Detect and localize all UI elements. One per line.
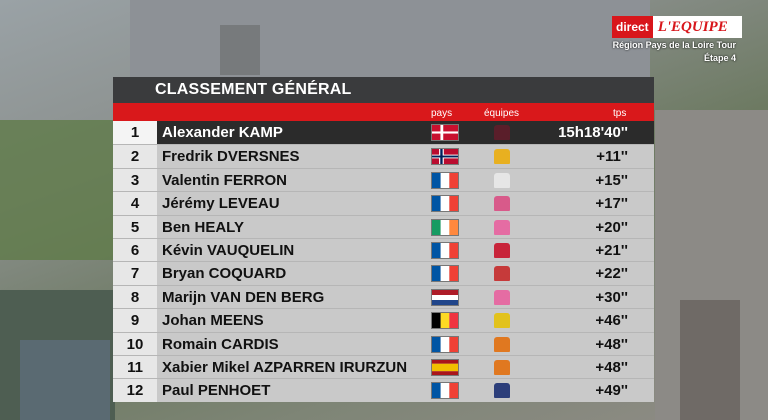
table-row: 1 Alexander KAMP 15h18'40'' [113, 121, 654, 145]
team-jersey-icon [494, 336, 510, 352]
table-row: 2 Fredrik DVERSNES +11'' [113, 144, 654, 168]
rider-name: Valentin FERRON [162, 171, 288, 189]
france-flag-icon [431, 382, 459, 400]
norway-flag-icon [431, 148, 459, 166]
broadcaster-logo: direct L'EQUIPE [612, 16, 742, 38]
rider-name: Kévin VAUQUELIN [162, 241, 295, 259]
table-row: 6 Kévin VAUQUELIN +21'' [113, 237, 654, 262]
rank-cell: 12 [113, 379, 157, 402]
rider-name: Alexander KAMP [162, 124, 283, 141]
team-jersey-icon [494, 383, 510, 399]
rider-name: Bryan COQUARD [162, 265, 287, 283]
standings-panel: CLASSEMENT GÉNÉRAL pays équipes tps 1 Ale… [113, 77, 654, 402]
logo-equipe-label: L'EQUIPE [652, 16, 742, 38]
time-cell: +17'' [595, 195, 628, 213]
france-flag-icon [431, 335, 459, 353]
belgium-flag-icon [431, 312, 459, 330]
rank-cell: 10 [113, 332, 157, 355]
rank-cell: 8 [113, 285, 157, 309]
table-row: 9 Johan MEENS +46'' [113, 308, 654, 332]
time-cell: +48'' [595, 358, 628, 376]
team-jersey-icon [494, 289, 510, 305]
team-jersey-icon [494, 125, 510, 140]
rank-cell: 4 [113, 192, 157, 215]
team-jersey-icon [494, 172, 510, 188]
team-jersey-icon [494, 266, 510, 282]
column-header: pays équipes tps [113, 107, 654, 121]
table-row: 4 Jérémy LEVEAU +17'' [113, 191, 654, 215]
rank-cell: 3 [113, 168, 157, 192]
standings-table: 1 Alexander KAMP 15h18'40'' 2 Fredrik DVERSN… [113, 121, 654, 402]
rank-cell: 9 [113, 309, 157, 332]
rider-name: Xabier Mikel AZPARREN IRURZUN [162, 358, 408, 376]
table-row: 3 Valentin FERRON +15'' [113, 167, 654, 192]
race-title: Région Pays de la Loire Tour [612, 40, 736, 50]
denmark-flag-icon [431, 124, 459, 141]
time-cell: +22'' [595, 265, 628, 283]
time-cell: +48'' [595, 335, 628, 353]
column-header-equipes: équipes [484, 108, 520, 119]
logo-direct-label: direct [612, 16, 653, 38]
rider-name: Ben HEALY [162, 218, 244, 236]
rider-name: Fredrik DVERSNES [162, 148, 300, 166]
rank-cell: 7 [113, 262, 157, 285]
column-header-pays: pays [431, 108, 453, 119]
france-flag-icon [431, 241, 459, 259]
column-header-tps: tps [613, 108, 627, 119]
standings-title-bar: CLASSEMENT GÉNÉRAL [113, 77, 654, 107]
table-row: 10 Romain CARDIS +48'' [113, 331, 654, 355]
team-jersey-icon [494, 219, 510, 235]
time-cell: +46'' [595, 312, 628, 330]
table-row: 12 Paul PENHOET +49'' [113, 378, 654, 402]
time-cell: +20'' [595, 218, 628, 236]
table-row: 8 Marijn VAN DEN BERG +30'' [113, 284, 654, 309]
team-jersey-icon [494, 196, 510, 212]
table-row: 7 Bryan COQUARD +22'' [113, 261, 654, 285]
france-flag-icon [431, 195, 459, 213]
rank-cell: 6 [113, 238, 157, 262]
standings-title: CLASSEMENT GÉNÉRAL [155, 81, 352, 98]
spain-flag-icon [431, 358, 459, 376]
rider-name: Paul PENHOET [162, 382, 271, 400]
rank-cell: 2 [113, 145, 157, 168]
team-jersey-icon [494, 242, 510, 258]
table-row: 5 Ben HEALY +20'' [113, 214, 654, 238]
team-jersey-icon [494, 359, 510, 375]
race-stage: Étape 4 [703, 53, 736, 63]
time-cell: +15'' [595, 171, 628, 189]
table-row: 11 Xabier Mikel AZPARREN IRURZUN +48'' [113, 354, 654, 379]
rank-cell: 5 [113, 215, 157, 238]
team-jersey-icon [494, 313, 510, 329]
france-flag-icon [431, 171, 459, 189]
time-cell: +11'' [596, 148, 628, 166]
netherlands-flag-icon [431, 288, 459, 306]
rider-name: Johan MEENS [162, 312, 264, 330]
france-flag-icon [431, 265, 459, 283]
rank-cell: 1 [113, 121, 157, 145]
team-jersey-icon [494, 149, 510, 165]
rider-name: Romain CARDIS [162, 335, 279, 353]
time-cell: +49'' [595, 382, 628, 400]
time-cell: 15h18'40'' [558, 124, 628, 141]
rider-name: Jérémy LEVEAU [162, 195, 280, 213]
time-cell: +30'' [595, 288, 628, 306]
ireland-flag-icon [431, 218, 459, 236]
time-cell: +21'' [595, 241, 628, 259]
rider-name: Marijn VAN DEN BERG [162, 288, 325, 306]
rank-cell: 11 [113, 355, 157, 379]
